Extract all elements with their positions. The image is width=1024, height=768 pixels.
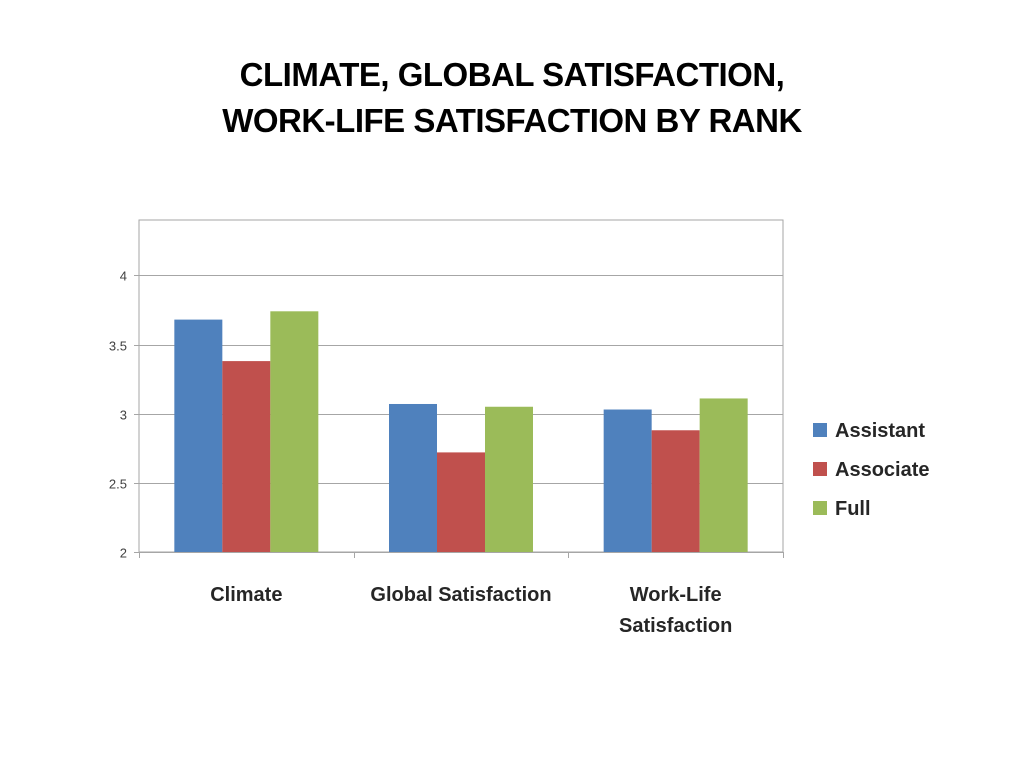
y-tick-label: 3: [120, 408, 127, 423]
y-tick-label: 4: [120, 269, 127, 284]
x-category-label: Work-Life: [630, 584, 722, 606]
legend-label-full: Full: [835, 498, 871, 520]
y-tick-label: 3.5: [109, 339, 127, 354]
legend-swatch-full: [813, 501, 827, 515]
bar-associate-1: [437, 452, 485, 552]
bar-full-0: [270, 311, 319, 552]
bar-full-1: [485, 406, 533, 552]
x-category-label: Satisfaction: [619, 615, 732, 637]
bar-associate-0: [222, 361, 271, 552]
legend-label-associate: Associate: [835, 459, 930, 481]
chart-title-line-1: CLIMATE, GLOBAL SATISFACTION,: [239, 56, 785, 93]
y-tick-label: 2.5: [109, 477, 127, 492]
x-category-label: Climate: [210, 584, 282, 606]
bar-full-2: [699, 398, 748, 552]
bar-assistant-2: [603, 409, 652, 552]
chart-title-line-2: WORK-LIFE SATISFACTION BY RANK: [222, 102, 802, 139]
legend-swatch-associate: [813, 462, 827, 476]
y-tick-label: 2: [120, 546, 127, 561]
chart-title: CLIMATE, GLOBAL SATISFACTION, WORK-LIFE …: [0, 52, 1024, 144]
bar-assistant-0: [174, 319, 223, 552]
legend-swatch-assistant: [813, 423, 827, 437]
legend-label-assistant: Assistant: [835, 420, 925, 442]
bar-assistant-1: [389, 403, 437, 552]
x-category-label: Global Satisfaction: [370, 584, 551, 606]
bar-associate-2: [651, 430, 700, 552]
